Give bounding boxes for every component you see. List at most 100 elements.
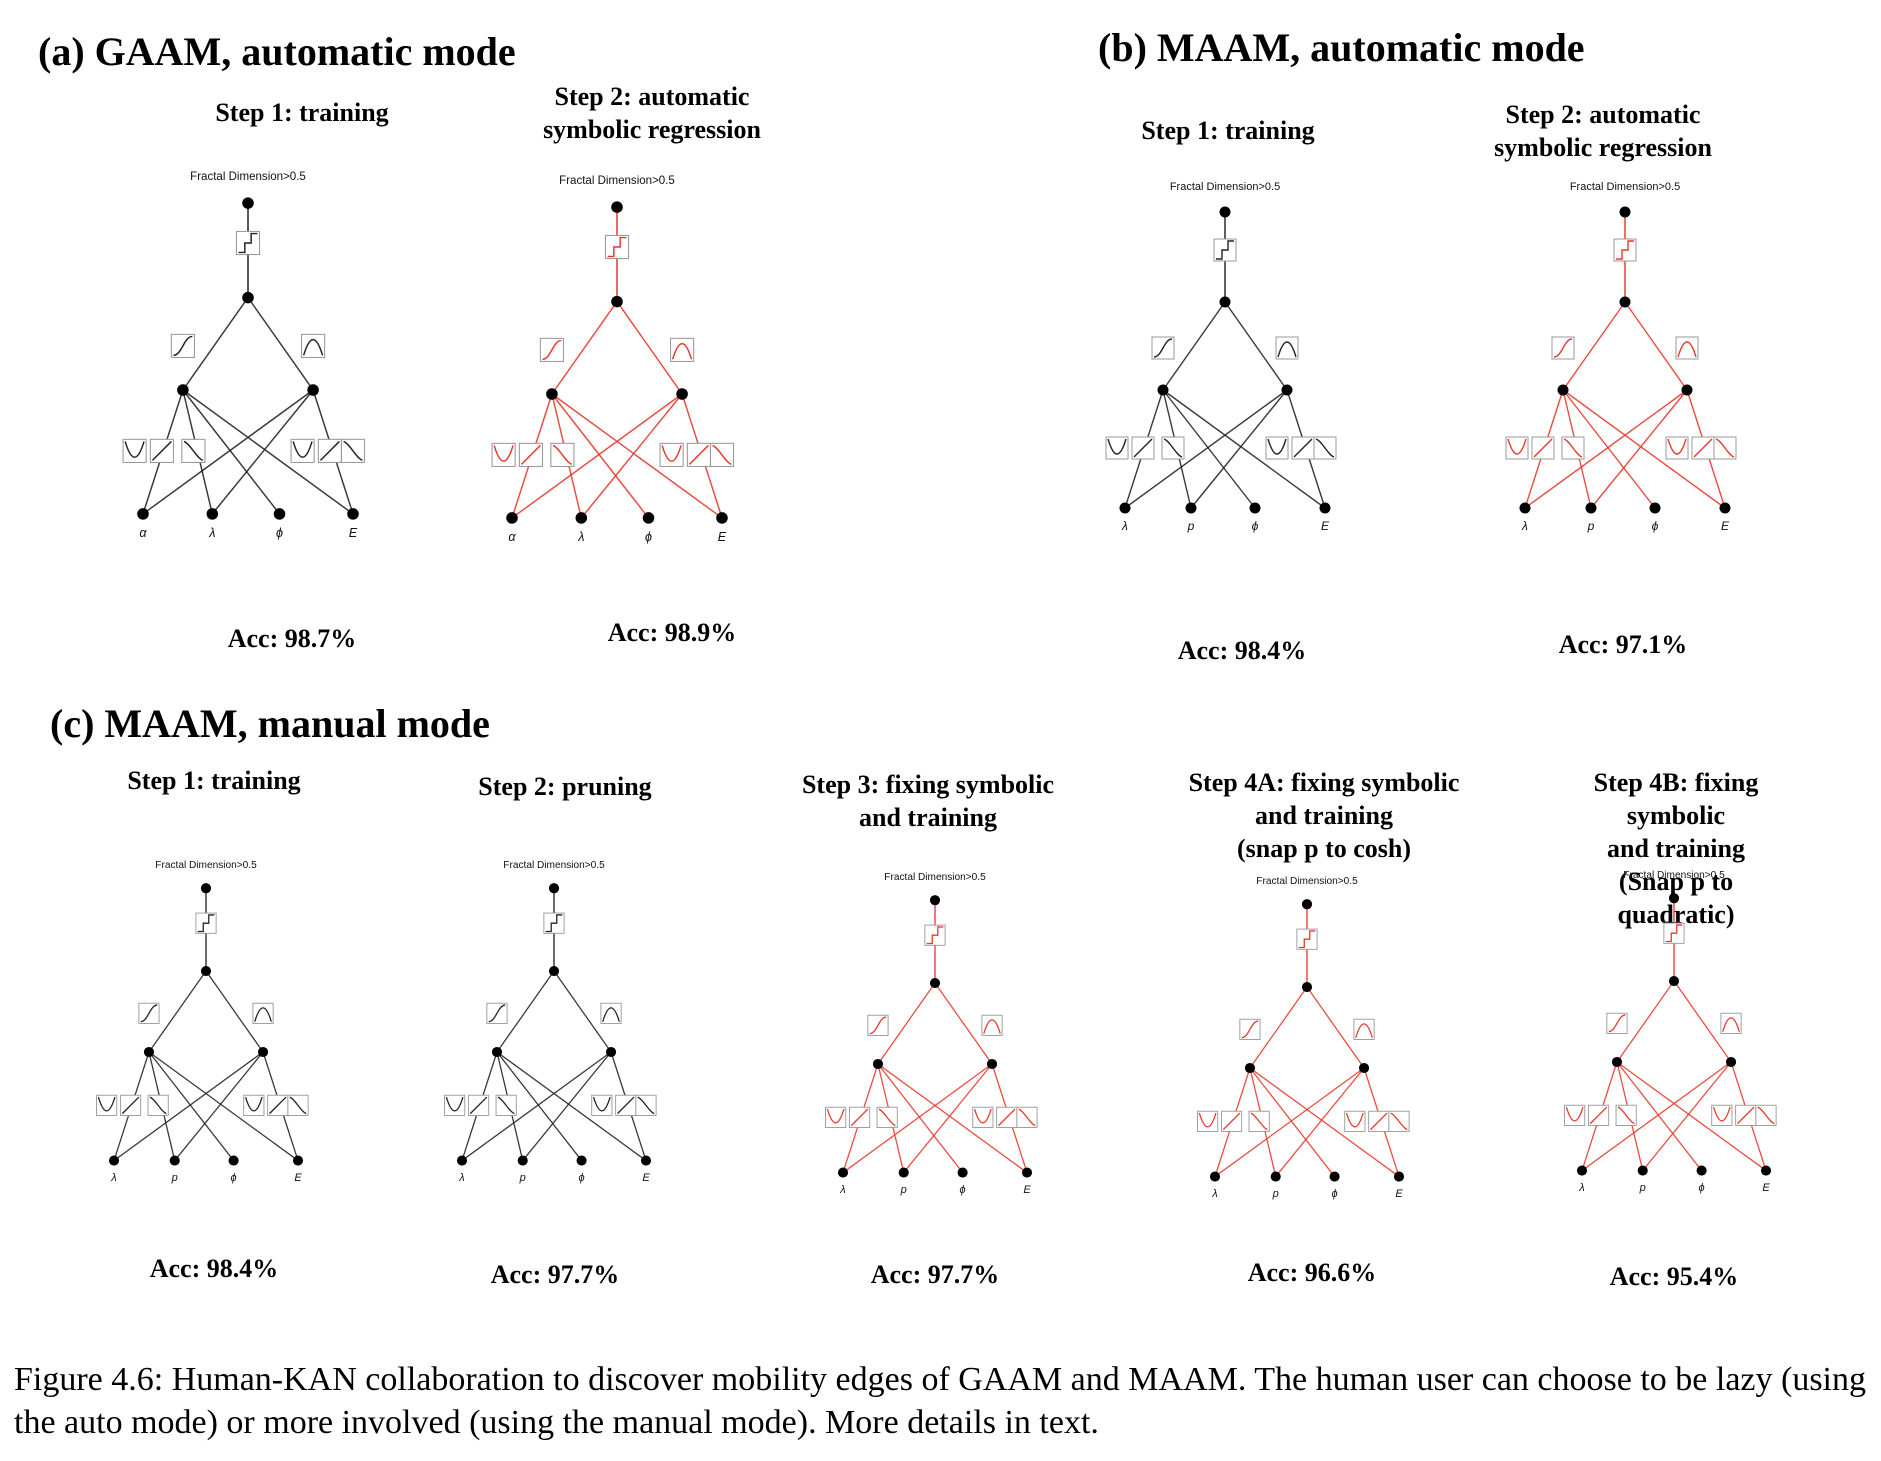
output-label: Fractal Dimension>0.5 (884, 872, 986, 883)
input-label: λ (1211, 1188, 1217, 1200)
input-label: E (1762, 1182, 1770, 1194)
activation-box (1675, 336, 1699, 360)
activation-box (444, 1094, 466, 1116)
activation-box (491, 442, 516, 467)
node (1393, 1171, 1405, 1182)
node (292, 1155, 304, 1166)
activation-box (1296, 928, 1318, 950)
node (242, 197, 254, 209)
node (1611, 1056, 1623, 1068)
kan-graph: Fractal Dimension>0.5 λ p ϕ E (444, 860, 657, 1184)
node (1301, 981, 1313, 993)
activation-box (670, 337, 695, 362)
edge (148, 1051, 299, 1162)
input-label: ϕ (1652, 519, 1659, 533)
edge (174, 1051, 264, 1161)
node (257, 1046, 269, 1058)
panel-a-title: (a) GAAM, automatic mode (38, 29, 516, 74)
node (307, 384, 319, 396)
output-label: Fractal Dimension>0.5 (1170, 181, 1280, 193)
edge (148, 1051, 235, 1161)
edge (511, 393, 683, 519)
node (1319, 502, 1331, 514)
activation-box (924, 924, 946, 946)
node (143, 1046, 155, 1058)
input-label: E (349, 526, 358, 540)
node (1668, 975, 1680, 987)
edge (877, 1063, 1028, 1174)
b-step2-accuracy: Acc: 97.1% (1558, 630, 1688, 659)
activation-box (825, 1106, 847, 1128)
input-label: λ (208, 526, 215, 540)
edge (877, 982, 936, 1065)
activation-box (96, 1094, 118, 1116)
edge (1524, 389, 1688, 509)
activation-box (181, 438, 206, 463)
edge (148, 970, 207, 1053)
activation-box (1606, 1012, 1628, 1034)
node (872, 1058, 884, 1070)
activation-box (1561, 436, 1585, 460)
node (1637, 1165, 1648, 1176)
activation-box (138, 1002, 160, 1024)
activation-box (635, 1094, 657, 1116)
edge (496, 1051, 583, 1161)
activation-box (848, 1106, 871, 1128)
edge (1249, 986, 1308, 1069)
activation-box (1131, 436, 1155, 460)
node (1619, 206, 1631, 218)
node (228, 1155, 239, 1166)
input-label: λ (1521, 519, 1528, 533)
edge (1590, 389, 1688, 509)
activation-box (550, 442, 575, 467)
node (456, 1155, 468, 1166)
node (347, 508, 359, 520)
input-label: p (1187, 519, 1195, 533)
c-step3-label: Step 3: fixing symbolic and training (801, 770, 1055, 832)
activation-box (1531, 436, 1555, 460)
edge (1249, 1067, 1336, 1177)
edge (461, 1051, 612, 1162)
edge (877, 1063, 964, 1173)
input-label: λ (110, 1172, 116, 1184)
edge (496, 970, 555, 1053)
edge (1562, 389, 1726, 509)
edge (1124, 389, 1288, 509)
node (1329, 1171, 1340, 1182)
input-label: ϕ (276, 526, 283, 540)
activation-box (147, 1094, 169, 1116)
node (108, 1155, 120, 1166)
edge (211, 389, 314, 515)
node (575, 512, 588, 524)
edge (205, 970, 264, 1053)
activation-box (1691, 436, 1715, 460)
edge (1616, 980, 1675, 1063)
input-label: p (1272, 1188, 1279, 1200)
edge (247, 297, 314, 391)
a-step1-accuracy: Acc: 98.7% (227, 624, 357, 653)
node (1281, 384, 1293, 396)
node (1244, 1062, 1256, 1074)
node (200, 965, 212, 977)
edge (1162, 389, 1326, 509)
edge (1616, 1061, 1703, 1171)
node (1157, 384, 1169, 396)
node (640, 1155, 652, 1166)
c-step1-accuracy: Acc: 98.4% (149, 1254, 279, 1283)
node (1760, 1165, 1772, 1176)
b-step1-label: Step 1: training (1141, 116, 1315, 145)
edge (1562, 301, 1626, 391)
activation-box (1353, 1018, 1375, 1040)
edge (551, 393, 723, 519)
activation-box (1151, 336, 1175, 360)
activation-box (1551, 336, 1575, 360)
node (611, 201, 623, 213)
node (517, 1155, 528, 1166)
node (929, 977, 941, 989)
edge (1562, 389, 1656, 509)
edge (1306, 986, 1365, 1069)
node (1619, 296, 1631, 308)
activation-box (252, 1002, 274, 1024)
